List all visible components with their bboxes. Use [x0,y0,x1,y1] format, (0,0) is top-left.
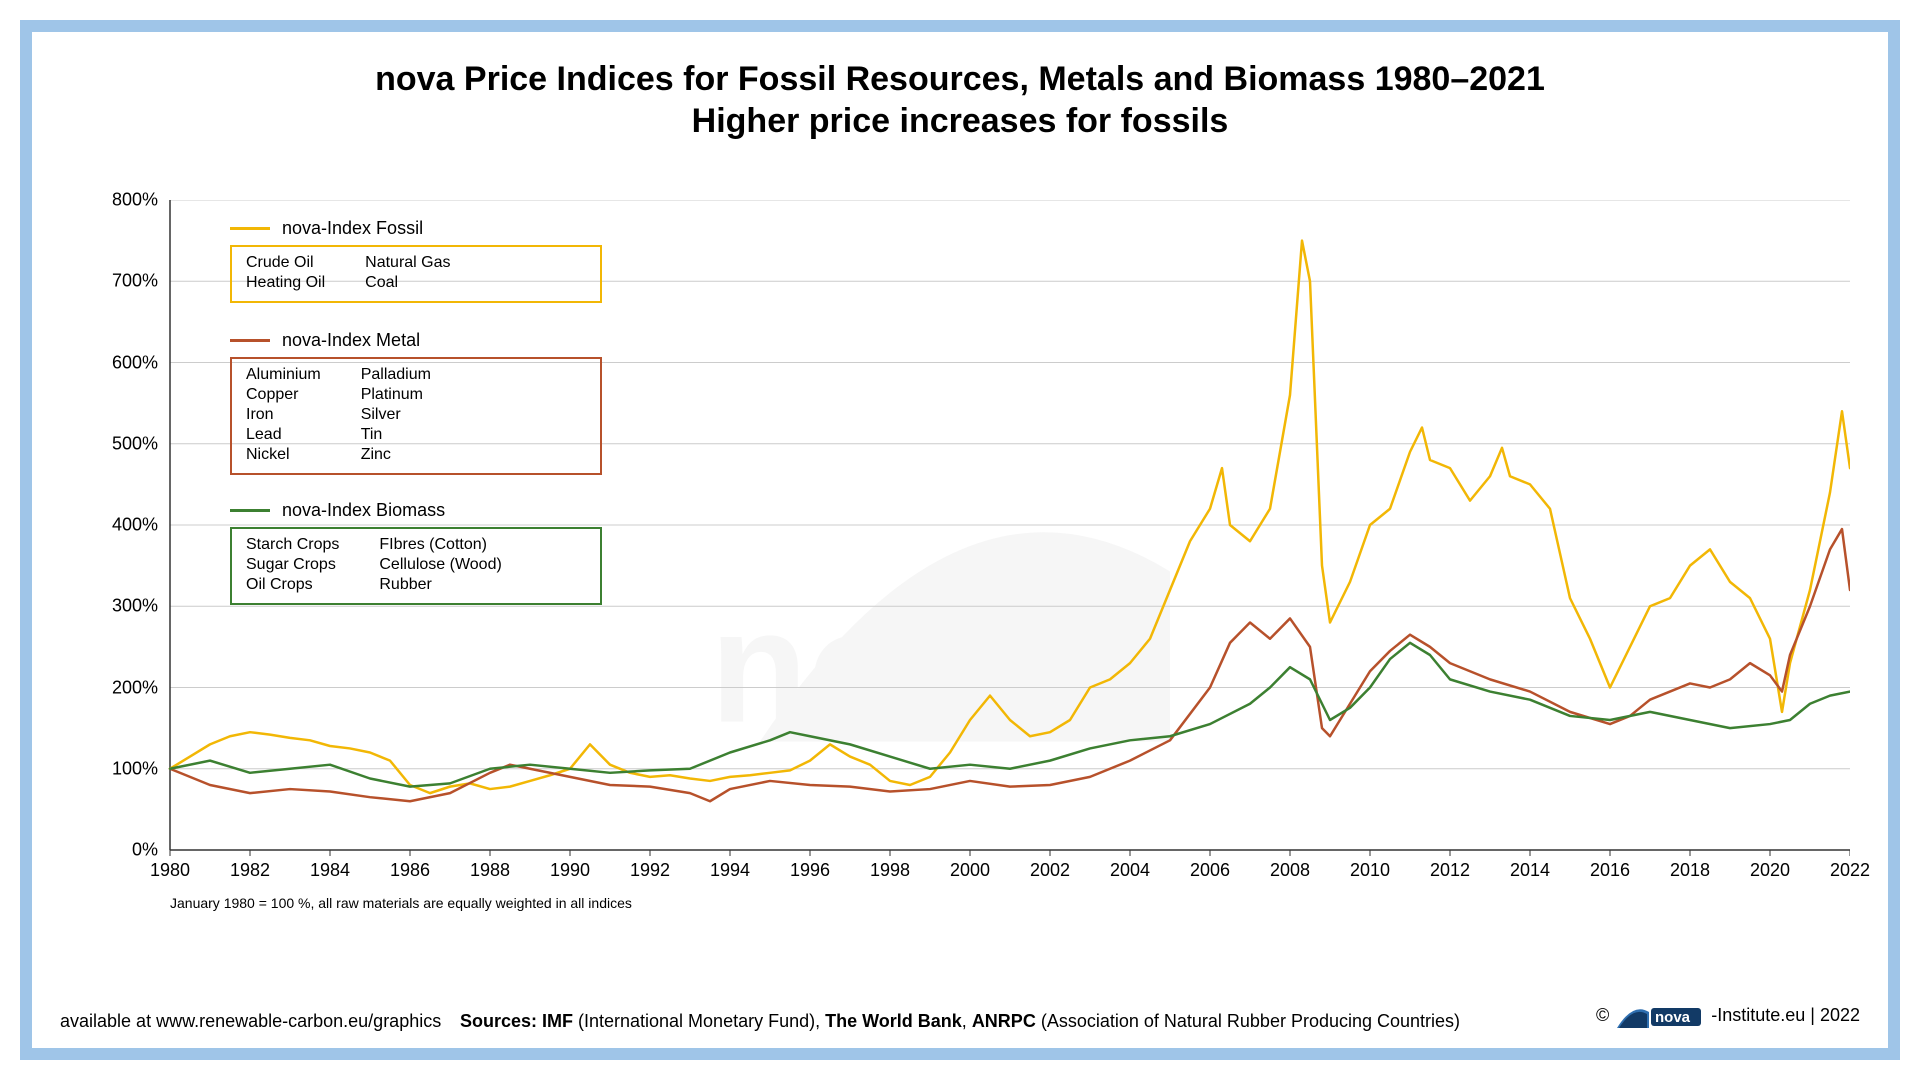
chart-area: nova-Index Fossil Crude Oil Heating Oil Na… [100,200,1850,920]
legend-col: Starch Crops Sugar Crops Oil Crops [246,535,339,595]
y-tick-label: 300% [98,596,158,617]
chart-footnote: January 1980 = 100 %, all raw materials … [170,895,632,911]
y-tick-label: 500% [98,433,158,454]
y-tick-label: 100% [98,758,158,779]
x-tick-label: 1988 [470,860,510,881]
legend-components-box: Crude Oil Heating Oil Natural Gas Coal [230,245,602,303]
y-tick-label: 800% [98,190,158,211]
x-tick-label: 2008 [1270,860,1310,881]
x-tick-label: 2006 [1190,860,1230,881]
x-tick-label: 1992 [630,860,670,881]
legend-series-title: nova-Index Metal [230,330,602,351]
legend-swatch [230,509,270,512]
x-tick-label: 1980 [150,860,190,881]
x-tick-label: 2016 [1590,860,1630,881]
footer-source-part: (International Monetary Fund), [573,1011,825,1031]
x-tick-label: 1990 [550,860,590,881]
x-tick-label: 2010 [1350,860,1390,881]
footer-source-part: IMF [542,1011,573,1031]
x-tick-label: 2012 [1430,860,1470,881]
x-tick-label: 1996 [790,860,830,881]
x-tick-label: 1994 [710,860,750,881]
legend-series-name: nova-Index Biomass [282,500,445,521]
x-tick-label: 2004 [1110,860,1150,881]
legend-components-box: Starch Crops Sugar Crops Oil Crops FIbres… [230,527,602,605]
legend-components-box: Aluminium Copper Iron Lead Nickel Palladi… [230,357,602,475]
x-tick-label: 2002 [1030,860,1070,881]
x-tick-label: 2020 [1750,860,1790,881]
footer-copyright: © nova -Institute.eu | 2022 [1596,998,1860,1032]
legend-swatch [230,227,270,230]
x-tick-label: 1986 [390,860,430,881]
legend-col: FIbres (Cotton) Cellulose (Wood) Rubber [379,535,501,595]
nova-logo-icon: nova [1615,998,1705,1032]
x-tick-label: 2014 [1510,860,1550,881]
legend-col: Aluminium Copper Iron Lead Nickel [246,365,321,465]
y-tick-label: 600% [98,352,158,373]
legend-group: nova-Index Biomass Starch Crops Sugar Cro… [230,500,602,605]
legend-series-title: nova-Index Fossil [230,218,602,239]
chart-title-line1: nova Price Indices for Fossil Resources,… [0,60,1920,99]
copyright-symbol: © [1596,1005,1609,1026]
x-tick-label: 1998 [870,860,910,881]
x-tick-label: 1982 [230,860,270,881]
x-tick-label: 2018 [1670,860,1710,881]
legend-col: Crude Oil Heating Oil [246,253,325,293]
x-tick-label: 1984 [310,860,350,881]
chart-title-line2: Higher price increases for fossils [0,102,1920,141]
legend-group: nova-Index Fossil Crude Oil Heating Oil Na… [230,218,602,303]
footer-source-part: , [962,1011,972,1031]
footer-source-part: ANRPC [972,1011,1036,1031]
y-tick-label: 400% [98,515,158,536]
svg-text:nova: nova [1655,1009,1691,1026]
legend-series-name: nova-Index Fossil [282,218,423,239]
legend-series-title: nova-Index Biomass [230,500,602,521]
legend-col: Natural Gas Coal [365,253,450,293]
footer-source-part: (Association of Natural Rubber Producing… [1036,1011,1460,1031]
y-tick-label: 0% [98,840,158,861]
legend-col: Palladium Platinum Silver Tin Zinc [361,365,431,465]
x-tick-label: 2022 [1830,860,1870,881]
y-tick-label: 700% [98,271,158,292]
y-tick-label: 200% [98,677,158,698]
legend-group: nova-Index Metal Aluminium Copper Iron Le… [230,330,602,475]
legend-swatch [230,339,270,342]
footer-institute: -Institute.eu | 2022 [1711,1005,1860,1026]
x-tick-label: 2000 [950,860,990,881]
footer-source-part: The World Bank [825,1011,962,1031]
legend-series-name: nova-Index Metal [282,330,420,351]
